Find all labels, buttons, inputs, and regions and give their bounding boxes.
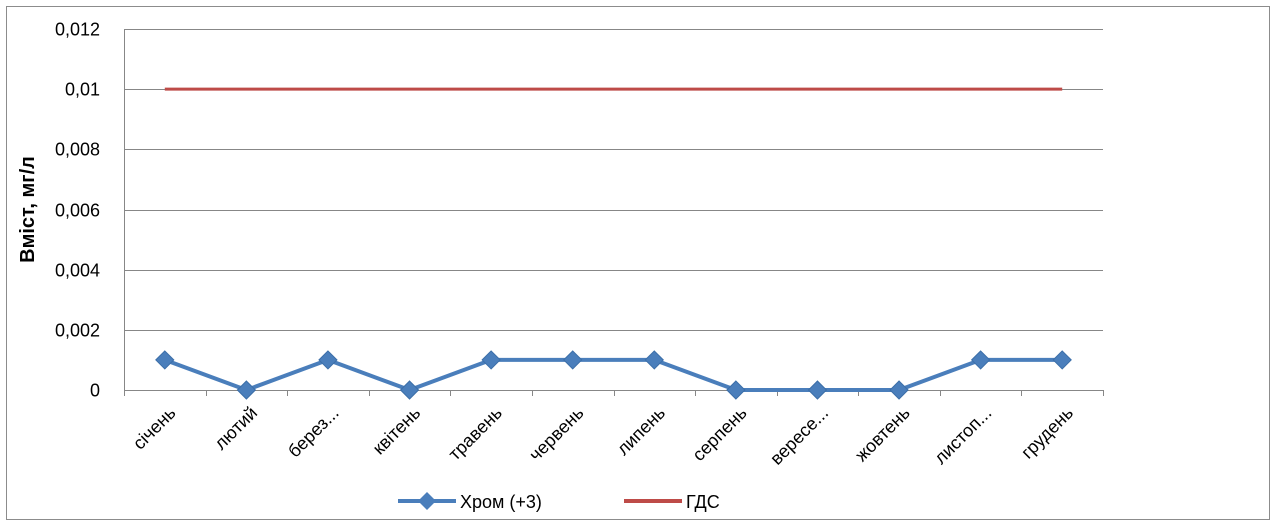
gridlines: [124, 29, 1103, 391]
series-layer: [155, 87, 1072, 400]
data-point: [726, 380, 746, 400]
x-tick-label: червень: [525, 403, 587, 465]
legend-label: Хром (+3): [460, 492, 542, 512]
y-tick-label: 0,002: [55, 321, 100, 341]
legend: Хром (+3) ГДС: [398, 492, 720, 512]
data-point: [807, 380, 828, 400]
y-tick-label: 0,004: [55, 261, 100, 281]
x-tick-label: берез...: [284, 403, 343, 462]
data-point: [399, 380, 420, 400]
data-point: [1052, 350, 1072, 370]
chart-frame: [6, 6, 1270, 520]
data-point: [236, 380, 257, 400]
data-point: [481, 350, 501, 370]
data-point: [155, 350, 175, 370]
y-axis-title: Вміст, мг/л: [17, 156, 39, 263]
data-point: [970, 350, 991, 370]
x-tick-label: січень: [129, 403, 180, 454]
y-tick-label: 0,01: [65, 80, 100, 100]
x-tick-label: грудень: [1017, 403, 1077, 463]
x-tick-label: листоп...: [930, 403, 995, 468]
x-tick-label: липень: [613, 403, 669, 459]
y-tick-label: 0,008: [55, 140, 100, 160]
x-tick-label: вересе...: [766, 403, 832, 469]
y-tick-label: 0,006: [55, 201, 100, 221]
x-axis-ticks: січень лютий берез... квітень травень червень…: [124, 390, 1104, 469]
x-tick-label: лютий: [210, 403, 261, 454]
y-tick-label: 0: [90, 381, 100, 401]
y-tick-label: 0,012: [55, 20, 100, 40]
x-tick-label: серпень: [688, 403, 750, 465]
data-point: [563, 350, 583, 370]
data-point: [644, 350, 664, 370]
legend-marker: [418, 492, 436, 510]
data-point: [889, 380, 909, 400]
data-point: [318, 350, 338, 370]
x-tick-label: жовтень: [851, 403, 914, 466]
legend-label: ГДС: [686, 492, 720, 512]
y-axis-ticks: 0 0,002 0,004 0,006 0,008 0,01 0,012: [55, 20, 100, 401]
series-line: [164, 357, 1063, 392]
x-tick-label: травень: [444, 403, 505, 464]
x-tick-label: квітень: [369, 403, 425, 459]
